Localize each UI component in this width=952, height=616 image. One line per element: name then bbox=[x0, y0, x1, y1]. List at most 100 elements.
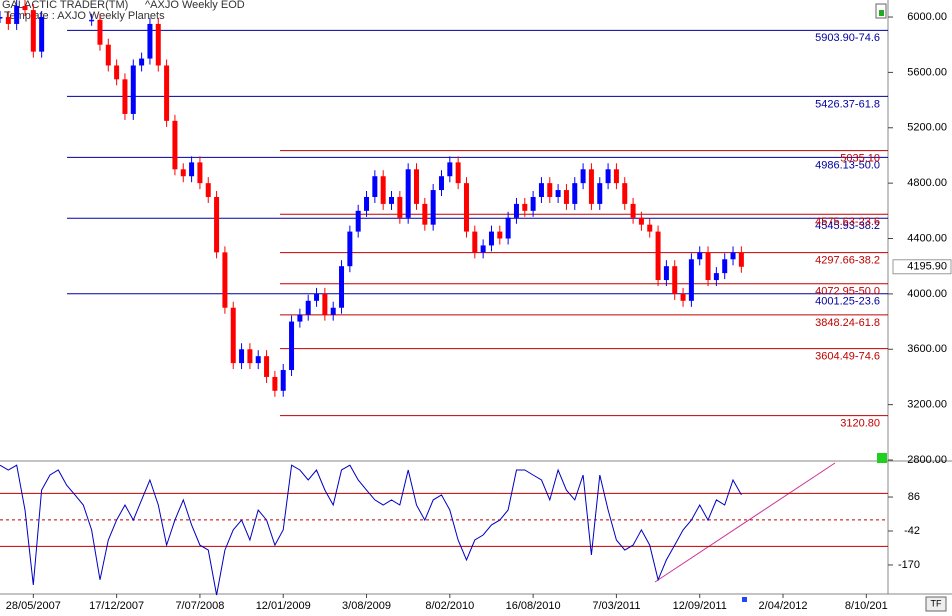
level-label: 3120.80 bbox=[840, 417, 880, 429]
y-tick-label: 6000.00 bbox=[907, 11, 947, 23]
y-tick-label: 3200.00 bbox=[907, 399, 947, 411]
candle bbox=[722, 259, 728, 274]
candle bbox=[222, 252, 228, 308]
level-label: 4545.93-38.2 bbox=[815, 220, 880, 232]
level-label: 4001.25-23.6 bbox=[815, 296, 880, 308]
x-tick-label: 7/07/2008 bbox=[175, 600, 224, 612]
candle bbox=[588, 169, 594, 204]
current-price: 4195.90 bbox=[907, 261, 947, 273]
candle bbox=[513, 203, 519, 218]
candle bbox=[488, 231, 494, 246]
x-tick-label: 12/09/2011 bbox=[673, 600, 727, 612]
y-tick-label: 4800.00 bbox=[907, 177, 947, 189]
tf-button-label[interactable]: TF bbox=[931, 598, 942, 608]
app-name: GALACTIC TRADER(TM) bbox=[2, 0, 128, 11]
level-label: 3848.24-61.8 bbox=[815, 317, 880, 329]
candle bbox=[272, 376, 278, 391]
candle bbox=[555, 190, 561, 197]
candle bbox=[630, 203, 636, 218]
oscillator-line bbox=[0, 464, 742, 596]
x-tick-label: 2/04/2012 bbox=[759, 600, 808, 612]
candle bbox=[672, 266, 678, 294]
y-tick-label: 2800.00 bbox=[907, 454, 947, 466]
candle bbox=[22, 5, 28, 11]
trend-line bbox=[654, 462, 836, 583]
scroll-marker[interactable] bbox=[742, 597, 747, 602]
candle bbox=[380, 176, 386, 204]
candle bbox=[455, 162, 461, 184]
y-tick-label: 4400.00 bbox=[907, 232, 947, 244]
candle bbox=[280, 370, 286, 391]
candle bbox=[430, 190, 436, 225]
candle bbox=[189, 162, 195, 177]
candle bbox=[572, 183, 578, 204]
candle bbox=[289, 321, 295, 371]
candle bbox=[680, 293, 686, 301]
x-tick-label: 8/02/2010 bbox=[425, 600, 474, 612]
candle bbox=[697, 252, 703, 260]
candle bbox=[130, 65, 136, 114]
candle bbox=[414, 169, 419, 204]
candle bbox=[713, 273, 719, 281]
x-tick-label: 17/12/2007 bbox=[89, 600, 144, 612]
panel-icon-fill bbox=[879, 10, 884, 16]
candle bbox=[389, 196, 395, 204]
candle bbox=[530, 196, 536, 211]
candle bbox=[147, 23, 153, 59]
candle bbox=[214, 196, 220, 253]
x-tick-label: 7/03/2011 bbox=[592, 600, 640, 612]
candle bbox=[239, 349, 245, 364]
price-panel bbox=[0, 0, 744, 397]
candle bbox=[497, 231, 503, 239]
candle bbox=[505, 217, 511, 239]
y-tick-label: 4000.00 bbox=[907, 288, 947, 300]
x-tick-label: 12/01/2009 bbox=[256, 600, 311, 612]
candle bbox=[522, 203, 528, 211]
candle bbox=[305, 300, 311, 315]
candle bbox=[447, 162, 453, 177]
y-tick-label: 3600.00 bbox=[907, 343, 947, 355]
candle bbox=[122, 79, 128, 114]
y-tick-label: 86 bbox=[908, 491, 920, 503]
candle bbox=[139, 58, 145, 66]
level-label: 4575.63-23.6 bbox=[815, 216, 880, 228]
candle bbox=[180, 169, 186, 177]
tf-button[interactable] bbox=[925, 596, 947, 612]
candle bbox=[355, 210, 361, 232]
level-label: 5426.37-61.8 bbox=[815, 98, 880, 110]
level-label: 4986.13-50.0 bbox=[815, 159, 880, 171]
candle bbox=[538, 183, 544, 197]
candle bbox=[480, 245, 486, 253]
candle bbox=[205, 183, 211, 197]
candle bbox=[638, 217, 644, 225]
x-tick-label: 3/08/2009 bbox=[342, 600, 391, 612]
candle bbox=[105, 44, 111, 66]
candle bbox=[563, 190, 569, 204]
candle bbox=[197, 162, 203, 184]
candle bbox=[164, 65, 170, 121]
candle bbox=[339, 266, 345, 308]
candle bbox=[613, 169, 619, 184]
candle bbox=[397, 196, 403, 218]
candle bbox=[39, 17, 45, 52]
candle bbox=[438, 176, 444, 191]
candle bbox=[0, 17, 3, 19]
panel-handle[interactable] bbox=[877, 453, 887, 463]
candle bbox=[322, 293, 328, 315]
candle bbox=[172, 120, 178, 170]
candle bbox=[247, 349, 253, 364]
candle bbox=[647, 224, 653, 232]
candle bbox=[463, 183, 469, 232]
candle bbox=[655, 231, 661, 281]
candle bbox=[30, 10, 36, 52]
candle bbox=[738, 252, 744, 267]
candle bbox=[230, 307, 236, 364]
candle bbox=[364, 196, 370, 211]
level-label: 4072.95-50.0 bbox=[815, 286, 880, 298]
candle bbox=[622, 183, 628, 204]
candle bbox=[5, 17, 11, 24]
x-tick-label: 16/08/2010 bbox=[506, 600, 561, 612]
candle bbox=[663, 266, 669, 281]
